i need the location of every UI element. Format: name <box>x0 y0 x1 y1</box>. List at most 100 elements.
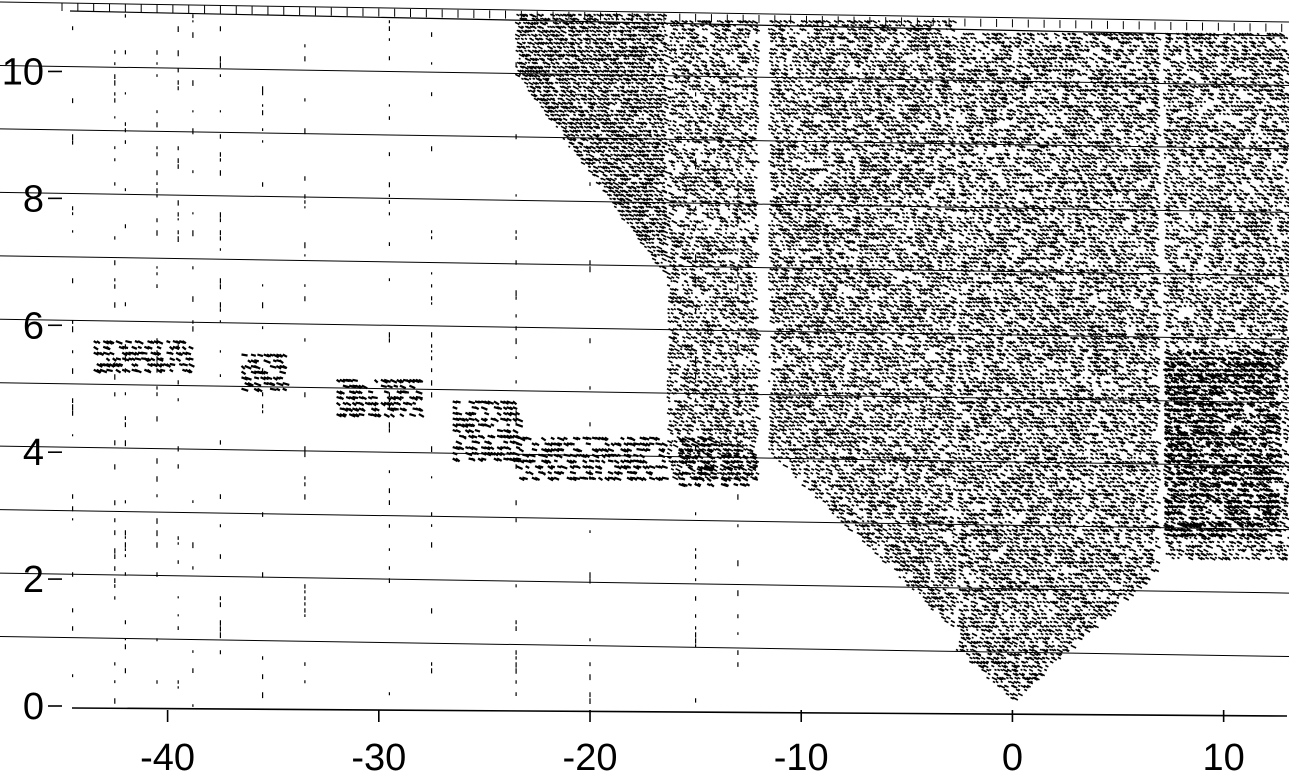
trace-stroke <box>981 32 991 673</box>
trace-3 <box>1128 32 1137 597</box>
trace-0 <box>564 13 574 142</box>
trace-stroke <box>1177 36 1187 557</box>
trace-2 <box>818 19 828 500</box>
trace-stroke <box>1110 36 1120 613</box>
trace-3 <box>1110 36 1120 613</box>
trace-stroke <box>1123 32 1132 601</box>
trace-stroke <box>1130 32 1140 592</box>
trace-3 <box>1011 36 1021 701</box>
trace-2 <box>889 19 898 564</box>
reflection-band-2 <box>335 378 425 418</box>
trace-stroke <box>638 17 648 246</box>
trace-stroke <box>891 19 901 572</box>
trace-3 <box>981 32 991 673</box>
trace-1 <box>701 19 711 475</box>
trace-stroke <box>1044 32 1054 668</box>
trace-stroke <box>899 31 909 571</box>
x-tick-label: -30 <box>351 737 406 779</box>
trace-stroke <box>831 31 841 515</box>
trace-stroke <box>793 31 803 479</box>
trace-stroke <box>1021 32 1031 692</box>
x-axis-line <box>71 707 1288 717</box>
trace-1 <box>724 19 734 472</box>
trace-stroke <box>1112 32 1122 608</box>
y-tick-label: 2 <box>23 559 44 601</box>
x-tick-label: 10 <box>1202 737 1244 779</box>
trace-stroke <box>1143 32 1152 581</box>
trace-1 <box>711 23 721 480</box>
trace-3 <box>983 36 993 669</box>
trace-3 <box>1041 36 1051 672</box>
trace-stroke <box>1041 36 1051 672</box>
seismic-traces <box>72 13 1289 707</box>
trace-3 <box>1123 32 1132 601</box>
trace-0 <box>608 13 617 201</box>
trace-stroke <box>818 19 828 500</box>
trace-2 <box>899 31 909 571</box>
trace-stroke <box>1008 36 1018 700</box>
trace-stroke <box>871 19 881 556</box>
trace-4 <box>1238 32 1248 560</box>
trace-3 <box>1095 32 1104 617</box>
trace-3 <box>1135 32 1145 584</box>
reflection-band-0 <box>93 340 195 374</box>
trace-3 <box>1044 32 1054 668</box>
trace-4 <box>1221 32 1230 561</box>
x-tick-label: -20 <box>563 737 618 779</box>
trace-stroke <box>927 27 937 609</box>
trace-2 <box>927 27 937 609</box>
trace-stroke <box>1006 40 1016 684</box>
trace-2 <box>871 19 881 556</box>
trace-0 <box>661 13 670 274</box>
trace-stroke <box>1079 44 1089 636</box>
trace-3 <box>1117 32 1127 596</box>
trace-stroke <box>1238 32 1248 560</box>
trace-stroke <box>1105 32 1114 617</box>
trace-0 <box>582 13 592 166</box>
band-stroke <box>335 378 425 418</box>
trace-1 <box>717 19 726 476</box>
trace-2 <box>831 31 841 515</box>
trace-stroke <box>1125 32 1135 593</box>
x-tick-label: 0 <box>1002 737 1023 779</box>
trace-1 <box>752 23 762 479</box>
trace-stroke <box>1243 32 1253 561</box>
trace-3 <box>1079 44 1089 636</box>
top-edge <box>69 10 1286 37</box>
trace-2 <box>851 19 861 524</box>
reflection-band-6 <box>720 442 759 488</box>
trace-stroke <box>919 23 929 595</box>
trace-stroke <box>821 19 830 504</box>
x-tick-label: -10 <box>774 737 829 779</box>
trace-3 <box>1148 36 1158 573</box>
trace-2 <box>848 19 858 524</box>
band-stroke <box>720 442 759 488</box>
trace-stroke <box>582 13 592 166</box>
trace-stroke <box>714 19 724 479</box>
trace-stroke <box>848 19 858 524</box>
trace-stroke <box>709 31 718 480</box>
trace-3 <box>1133 36 1143 589</box>
trace-4 <box>1162 32 1172 556</box>
trace-2 <box>912 27 921 587</box>
trace-stroke <box>1049 40 1059 664</box>
trace-4 <box>1231 40 1240 560</box>
trace-3 <box>1143 32 1152 581</box>
trace-3 <box>1125 32 1135 593</box>
trace-stroke <box>947 19 957 624</box>
trace-2 <box>869 19 878 547</box>
trace-stroke <box>1221 32 1230 561</box>
trace-stroke <box>1153 36 1163 573</box>
trace-stroke <box>747 19 756 480</box>
y-tick-label: 0 <box>23 686 44 728</box>
trace-stroke <box>864 19 873 548</box>
trace-stroke <box>940 19 949 620</box>
trace-stroke <box>701 19 711 475</box>
trace-stroke <box>689 19 699 480</box>
trace-3 <box>1008 36 1018 700</box>
trace-2 <box>940 19 949 620</box>
reflection-band-3 <box>452 400 524 463</box>
band-stroke <box>515 436 669 482</box>
trace-stroke <box>1148 36 1158 573</box>
